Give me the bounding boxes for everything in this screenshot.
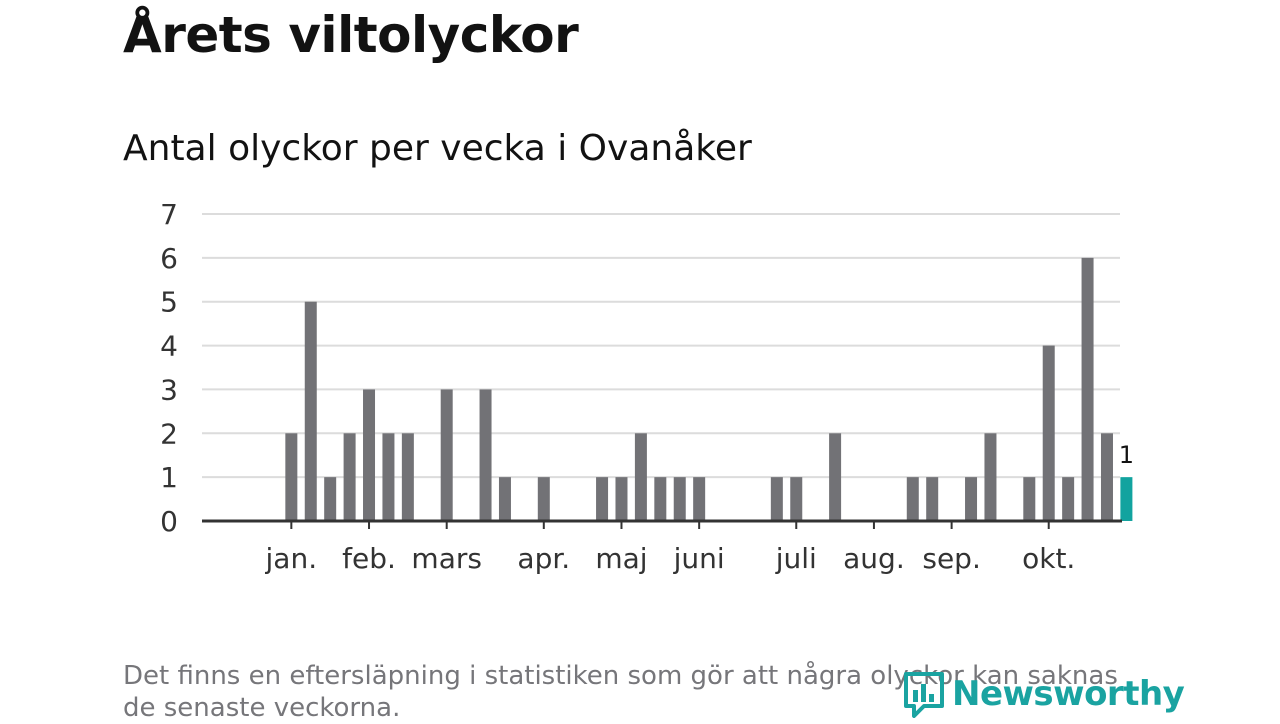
x-tick-label: jan. <box>265 542 318 575</box>
data-labels: 1 <box>1119 441 1134 469</box>
chart-title: Årets viltolyckor <box>123 6 579 64</box>
x-tick-label: feb. <box>342 542 396 575</box>
chart-subtitle: Antal olyckor per vecka i Ovanåker <box>123 128 752 169</box>
bar <box>829 433 842 521</box>
bar <box>790 477 803 521</box>
brand-name: Newsworthy <box>952 674 1185 714</box>
bar <box>304 301 317 521</box>
bar <box>343 433 356 521</box>
bar <box>770 477 783 521</box>
bar <box>1023 477 1036 521</box>
bar <box>615 477 628 521</box>
bar-chart: 0 1 2 3 4 5 6 7 jan. feb. mars apr. maj juni juli aug.… <box>160 198 1134 575</box>
bar <box>1042 345 1055 521</box>
x-tick-label: juni <box>673 542 725 575</box>
newsworthy-logo-icon <box>904 672 944 718</box>
y-axis-ticks: 0 1 2 3 4 5 6 7 <box>160 198 178 538</box>
footnote: Det finns en eftersläpning i statistiken… <box>123 661 1118 723</box>
bar-highlight <box>1120 477 1133 521</box>
x-tick-label: sep. <box>922 542 981 575</box>
bar <box>1081 257 1094 521</box>
bar <box>537 477 550 521</box>
bar <box>654 477 667 521</box>
y-tick-label: 0 <box>160 505 178 538</box>
bars <box>285 257 1133 521</box>
x-tick-label: mars <box>411 542 482 575</box>
y-tick-label: 7 <box>160 198 178 231</box>
bar <box>382 433 395 521</box>
bar <box>926 477 939 521</box>
data-label: 1 <box>1119 441 1134 469</box>
y-tick-label: 4 <box>160 330 178 363</box>
bar <box>324 477 337 521</box>
bar <box>673 477 686 521</box>
bar <box>363 389 376 521</box>
x-tick-label: aug. <box>843 542 905 575</box>
bar <box>906 477 919 521</box>
bar <box>965 477 978 521</box>
bar <box>285 433 298 521</box>
x-tick-label: apr. <box>517 542 570 575</box>
y-tick-label: 2 <box>160 417 178 450</box>
y-tick-label: 1 <box>160 461 178 494</box>
y-tick-label: 3 <box>160 373 178 406</box>
bar <box>498 477 511 521</box>
x-tick-label: okt. <box>1022 542 1075 575</box>
bar <box>984 433 997 521</box>
bar <box>596 477 609 521</box>
bar <box>1100 433 1113 521</box>
bar <box>634 433 647 521</box>
bar <box>440 389 453 521</box>
bar <box>693 477 706 521</box>
bar <box>401 433 414 521</box>
x-tick-label: maj <box>595 542 647 575</box>
y-tick-label: 5 <box>160 286 178 319</box>
bar <box>479 389 492 521</box>
newsworthy-logo[interactable]: Newsworthy <box>902 670 1185 718</box>
gridlines <box>202 213 1120 479</box>
bar <box>1062 477 1075 521</box>
y-tick-label: 6 <box>160 242 178 275</box>
x-axis-ticks: jan. feb. mars apr. maj juni juli aug. sep. okt. <box>265 521 1075 575</box>
x-tick-label: juli <box>775 542 817 575</box>
